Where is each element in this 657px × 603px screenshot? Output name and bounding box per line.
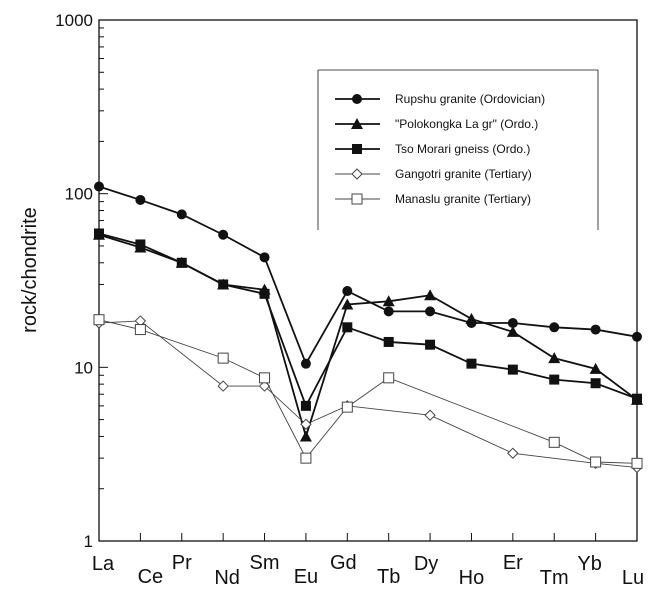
plot-frame <box>98 19 638 542</box>
data-point <box>352 94 362 104</box>
data-point <box>300 452 312 464</box>
data-point <box>341 298 354 310</box>
data-point <box>342 286 353 297</box>
x-tick-label: Yb <box>577 553 601 575</box>
data-point <box>94 181 104 192</box>
legend-label: Tso Morari gneiss (Ordo.) <box>395 142 530 156</box>
x-tick-label: Dy <box>414 553 438 575</box>
data-point <box>94 228 104 239</box>
data-point <box>507 318 518 329</box>
data-point <box>135 194 146 205</box>
data-point <box>299 430 312 442</box>
data-point <box>548 436 560 448</box>
data-point <box>351 118 363 129</box>
data-point <box>351 168 363 180</box>
legend-label: "Polokongka La gr" (Ordo.) <box>395 117 538 131</box>
data-point <box>631 457 643 469</box>
series-line <box>98 320 638 468</box>
data-point <box>632 331 642 342</box>
data-point <box>300 400 311 411</box>
series-1 <box>94 181 642 369</box>
y-tick-label: 1000 <box>55 11 93 30</box>
series-4 <box>93 315 643 474</box>
plot-area-border <box>98 19 638 542</box>
x-tick-label: Tb <box>377 566 400 588</box>
x-tick-label: Nd <box>214 567 240 589</box>
data-point <box>507 447 519 459</box>
data-point <box>93 314 105 326</box>
data-point <box>425 306 436 317</box>
data-point <box>424 409 436 421</box>
series-5 <box>93 314 643 469</box>
x-tick-label: Gd <box>330 552 357 574</box>
data-point <box>425 339 436 350</box>
x-axis-ticks: La Ce Pr Nd Sm Eu Gd Tb Dy Ho Er Tm Yb Lu <box>92 533 644 589</box>
data-point <box>507 364 518 375</box>
data-point <box>259 372 271 384</box>
data-point <box>465 312 478 324</box>
data-point <box>382 295 395 307</box>
y-axis-title: rock/chondrite <box>19 207 41 333</box>
data-point <box>383 306 394 317</box>
data-point <box>135 239 146 250</box>
data-point <box>590 378 601 389</box>
y-tick-label: 100 <box>65 185 93 204</box>
data-point <box>466 358 477 369</box>
data-point <box>300 358 311 369</box>
x-tick-label: Eu <box>294 566 318 588</box>
data-point <box>548 352 561 364</box>
x-tick-label: Tm <box>540 567 569 589</box>
y-tick-label: 10 <box>74 358 93 377</box>
data-point <box>590 324 601 335</box>
data-point <box>549 374 560 385</box>
data-point <box>218 279 229 290</box>
x-tick-label: Lu <box>622 567 644 589</box>
data-point <box>424 289 437 301</box>
data-point <box>506 325 519 337</box>
legend-label: Manaslu granite (Tertiary) <box>395 192 531 206</box>
data-point <box>259 288 270 299</box>
x-tick-label: Ho <box>459 567 485 589</box>
data-point <box>383 372 395 384</box>
data-point <box>590 456 602 468</box>
data-point <box>632 393 642 404</box>
data-point <box>341 401 353 413</box>
data-point <box>300 418 312 430</box>
y-axis-ticks: 1000 100 10 1 <box>55 11 108 551</box>
x-tick-label: Pr <box>172 552 192 574</box>
data-point <box>259 252 270 263</box>
x-tick-label: Sm <box>250 552 280 574</box>
series-line <box>98 319 638 464</box>
data-point <box>176 209 187 220</box>
x-tick-label: La <box>92 553 115 575</box>
series-line <box>98 185 638 366</box>
data-point <box>218 229 229 240</box>
data-point <box>217 380 229 392</box>
series-3 <box>94 228 642 411</box>
legend-label: Gangotri granite (Tertiary) <box>395 167 532 181</box>
data-point <box>352 144 362 154</box>
x-tick-label: Er <box>503 552 523 574</box>
series-layer <box>93 181 643 474</box>
data-point <box>134 324 146 336</box>
data-point <box>351 193 363 205</box>
series-line <box>98 232 638 409</box>
x-tick-label: Ce <box>138 566 164 588</box>
data-point <box>589 362 602 374</box>
y-tick-label: 1 <box>84 532 93 551</box>
data-point <box>342 322 353 333</box>
legend: Rupshu granite (Ordovician) "Polokongka L… <box>317 69 599 230</box>
legend-label: Rupshu granite (Ordovician) <box>395 92 545 106</box>
data-point <box>383 336 394 347</box>
data-point <box>549 322 560 333</box>
data-point <box>176 257 187 268</box>
data-point <box>217 352 229 364</box>
